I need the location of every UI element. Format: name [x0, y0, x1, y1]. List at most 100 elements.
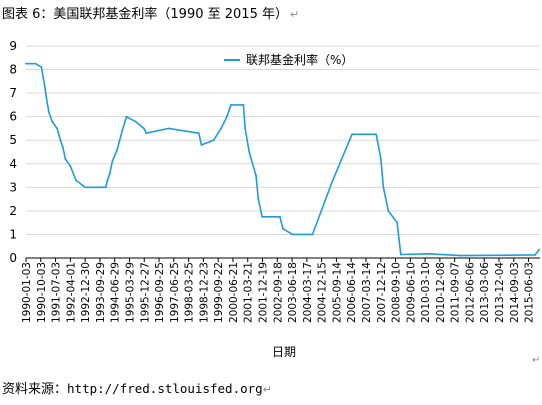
data-point: [282, 227, 284, 230]
data-point: [379, 156, 382, 159]
side-paragraph-mark: ↵: [532, 355, 541, 366]
x-tick-label: 1996-09-25: [154, 262, 166, 323]
data-point: [75, 179, 77, 182]
y-tick-label: 4: [9, 157, 17, 171]
x-tick-label: 2008-09-10: [391, 262, 403, 323]
data-point: [111, 160, 114, 163]
source-label: 资料来源：: [2, 382, 68, 397]
x-tick-label: 2002-09-18: [272, 262, 284, 323]
paragraph-mark: ↵: [289, 8, 300, 21]
figure-title: 图表 6：美国联邦基金利率（1990 至 2015 年） ↵: [2, 3, 299, 22]
series-line: [26, 62, 540, 257]
x-tick-label: 2004-03-17: [302, 262, 314, 323]
data-point: [428, 252, 431, 255]
data-point: [291, 233, 294, 236]
x-tick-label: 2003-06-18: [287, 262, 299, 323]
data-point: [387, 209, 390, 212]
x-tick-label: 1990-01-03: [21, 262, 33, 323]
source-line: 资料来源：http://fred.stlouisfed.org↵: [2, 378, 272, 397]
source-paragraph-mark: ↵: [262, 383, 272, 396]
x-tick-label: 2005-09-14: [331, 262, 343, 323]
line-chart: 0 1 2 3 4 5 6 7 8 9 1990-01-03 1990-10-03 1991-07-03…: [9, 39, 541, 359]
data-point: [261, 215, 263, 218]
data-point: [59, 139, 62, 142]
data-point: [40, 66, 43, 69]
data-point: [534, 254, 536, 256]
data-point: [106, 179, 109, 182]
data-point: [121, 129, 124, 132]
data-point: [45, 96, 48, 99]
data-point: [242, 103, 245, 106]
y-tick-label: 6: [9, 110, 17, 124]
data-point: [460, 254, 462, 257]
data-point: [64, 158, 67, 160]
data-point: [375, 133, 378, 136]
data-point: [51, 120, 54, 123]
x-tick-label: 2013-03-06: [479, 262, 491, 323]
x-tick-label: 1998-12-23: [198, 262, 210, 323]
x-tick-label: 2011-09-07: [450, 262, 462, 323]
axis-layer: 0 1 2 3 4 5 6 7 8 9 1990-01-03 1990-10-03 1991-07-03…: [9, 39, 540, 323]
data-point: [25, 62, 27, 65]
x-tick-label: 2004-12-15: [317, 262, 329, 323]
data-point: [69, 165, 72, 168]
x-tick-label: 2010-12-08: [435, 262, 447, 323]
data-point: [225, 115, 228, 118]
y-tick-label: 8: [9, 63, 17, 77]
data-point: [167, 127, 170, 130]
data-point: [538, 248, 541, 251]
y-tick-label: 5: [9, 133, 17, 147]
data-point: [248, 151, 251, 153]
data-point: [125, 115, 128, 118]
data-point: [104, 186, 107, 189]
data-point: [311, 233, 314, 236]
x-tick-label: 2007-03-14: [361, 262, 373, 323]
series-layer: [25, 62, 541, 257]
data-point: [220, 127, 223, 130]
x-tick-label: 2010-03-10: [420, 262, 432, 323]
x-tick-label: 2006-06-14: [346, 262, 358, 323]
y-tick-label: 3: [9, 180, 17, 194]
x-tick-label: 1991-07-03: [51, 262, 63, 323]
data-point: [34, 62, 37, 65]
x-tick-label: 2009-06-10: [405, 262, 417, 323]
data-point: [200, 144, 203, 146]
data-point: [47, 111, 50, 113]
legend: 联邦基金利率（%）: [224, 52, 353, 67]
data-point: [43, 85, 46, 87]
data-point: [230, 103, 232, 106]
y-tick-label: 0: [9, 251, 17, 265]
source-url: http://fred.stlouisfed.org: [67, 381, 263, 396]
data-point: [145, 132, 148, 135]
grid-layer: [26, 45, 540, 235]
x-tick-label: 2001-12-19: [258, 262, 270, 323]
data-point: [212, 139, 215, 142]
x-tick-label: 1998-03-25: [184, 262, 196, 323]
x-tick-label: 2013-12-04: [494, 262, 506, 323]
x-tick-label: 2015-06-03: [524, 262, 536, 323]
y-tick-label: 9: [9, 39, 17, 53]
data-point: [197, 132, 200, 135]
legend-label: 联邦基金利率（%）: [246, 52, 353, 67]
data-point: [351, 133, 353, 136]
data-point: [399, 253, 402, 256]
data-point: [61, 146, 64, 149]
y-tick-label: 1: [9, 227, 17, 241]
x-tick-label: 1995-12-27: [139, 262, 151, 323]
x-axis-label: 日期: [272, 345, 296, 359]
figure-title-text: 图表 6：美国联邦基金利率（1990 至 2015 年）: [2, 7, 288, 22]
data-point: [244, 127, 246, 130]
data-point: [255, 174, 257, 177]
data-point: [257, 198, 260, 201]
data-point: [396, 221, 398, 224]
x-tick-label: 1990-10-03: [36, 262, 48, 323]
x-tick-label: 1997-06-25: [169, 262, 181, 323]
x-tick-label: 2001-03-21: [243, 262, 255, 323]
x-tick-label: 1992-12-30: [80, 262, 92, 323]
chart-container: 0 1 2 3 4 5 6 7 8 9 1990-01-03 1990-10-03 1991-07-03…: [0, 28, 542, 372]
data-point: [116, 148, 119, 151]
data-point: [99, 186, 101, 189]
data-point: [56, 127, 59, 130]
x-tick-label: 1994-06-29: [110, 262, 122, 323]
x-tick-label: 1993-09-29: [95, 262, 107, 323]
